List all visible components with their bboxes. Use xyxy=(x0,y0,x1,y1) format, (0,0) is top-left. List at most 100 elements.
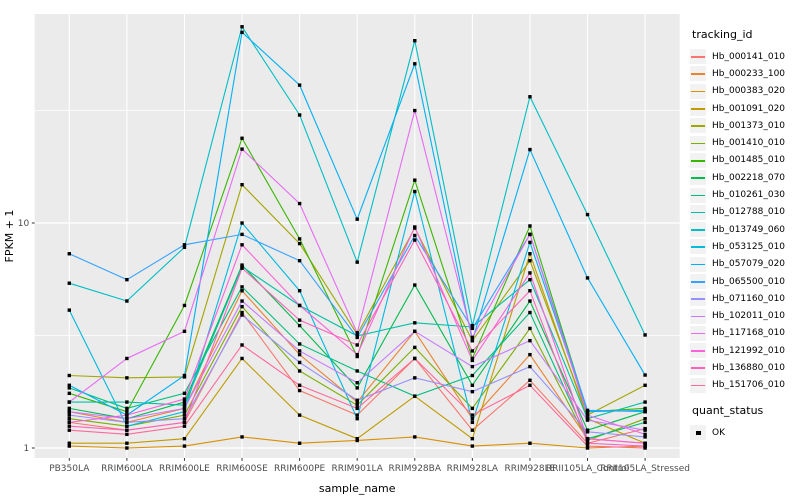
legend-item-label: Hb_001091_020 xyxy=(712,103,786,114)
data-point xyxy=(528,224,532,228)
data-point xyxy=(528,277,532,282)
data-point xyxy=(240,313,244,317)
data-point xyxy=(67,424,71,428)
data-point xyxy=(297,241,302,246)
legend-key-line-icon xyxy=(690,377,706,393)
data-point xyxy=(585,430,590,434)
legend-key-line-icon xyxy=(690,66,706,82)
legend-key-line-icon xyxy=(690,83,706,99)
series-color-line xyxy=(691,177,705,179)
legend-key-line-icon xyxy=(690,118,706,134)
data-point xyxy=(528,232,532,237)
data-point xyxy=(182,303,187,308)
data-point xyxy=(643,333,647,337)
data-point xyxy=(355,369,359,373)
data-point xyxy=(67,441,71,445)
legend-item-Hb_071160_010: Hb_071160_010 xyxy=(690,290,800,307)
data-point xyxy=(355,436,359,441)
legend-item-Hb_012788_010: Hb_012788_010 xyxy=(690,204,800,221)
legend-item-label: Hb_001373_010 xyxy=(712,120,786,131)
y-axis-title: FPKM + 1 xyxy=(3,210,16,263)
data-point xyxy=(470,406,475,411)
legend-key-line-icon xyxy=(690,101,706,117)
legend-key-line-icon xyxy=(690,291,706,307)
data-point xyxy=(182,413,187,417)
data-point xyxy=(182,424,187,428)
data-point xyxy=(528,95,532,99)
data-point xyxy=(528,147,532,152)
series-color-line xyxy=(691,367,705,370)
x-tick-label: RRII105LA_Stressed xyxy=(600,464,690,474)
data-point xyxy=(470,326,475,331)
legend-item-label: Hb_000383_020 xyxy=(712,86,786,97)
data-point xyxy=(413,345,417,350)
data-point xyxy=(355,400,359,404)
legend-item-label: Hb_001485_010 xyxy=(712,155,786,166)
data-point xyxy=(240,30,244,34)
series-color-line xyxy=(691,211,705,214)
data-point xyxy=(67,409,71,414)
data-point xyxy=(643,383,647,387)
data-point xyxy=(355,381,359,385)
data-point xyxy=(355,352,359,357)
data-point xyxy=(182,420,187,425)
legend-item-Hb_001410_010: Hb_001410_010 xyxy=(690,134,800,151)
data-point xyxy=(528,383,532,387)
series-color-line xyxy=(691,263,705,266)
y-tick-label: 1 xyxy=(23,444,29,454)
data-point xyxy=(355,403,359,407)
data-point xyxy=(67,420,71,425)
data-point xyxy=(297,113,302,117)
series-color-line xyxy=(691,384,705,387)
legend-key-line-icon xyxy=(690,222,706,238)
data-point xyxy=(528,326,532,331)
data-point xyxy=(297,383,302,387)
x-tick-label: RRIM928LE xyxy=(505,464,556,474)
data-point xyxy=(182,436,187,441)
legend-item-Hb_121992_010: Hb_121992_010 xyxy=(690,342,800,359)
data-point xyxy=(585,408,590,413)
data-point xyxy=(297,352,302,357)
data-point xyxy=(297,318,302,322)
legend-key-line-icon xyxy=(690,274,706,289)
data-point xyxy=(297,289,302,293)
data-point xyxy=(643,446,647,450)
data-point xyxy=(240,232,244,237)
data-point xyxy=(67,281,71,285)
data-point xyxy=(125,446,129,450)
data-point xyxy=(470,420,475,425)
legend-item-Hb_117168_010: Hb_117168_010 xyxy=(690,325,800,342)
legend-item-Hb_102011_010: Hb_102011_010 xyxy=(690,307,800,324)
data-point xyxy=(643,406,647,411)
data-point xyxy=(125,299,129,303)
data-point xyxy=(528,240,532,245)
data-point xyxy=(125,400,129,404)
legend-tracking-items: Hb_000141_010 Hb_000233_100 Hb_000383_020 H… xyxy=(690,48,800,394)
x-tick-label: RRIM928LA xyxy=(447,464,499,474)
legend-item-label: Hb_136880_010 xyxy=(712,362,786,373)
data-point xyxy=(240,266,244,270)
x-tick-label: RRIM600PE xyxy=(274,464,326,474)
data-point xyxy=(125,277,129,282)
data-point xyxy=(643,409,647,414)
data-point xyxy=(125,420,129,425)
data-point xyxy=(470,373,475,378)
legend-item-label: Hb_151706_010 xyxy=(712,380,786,391)
black-square-point-icon xyxy=(696,430,701,436)
data-point xyxy=(643,373,647,377)
data-point xyxy=(67,252,71,256)
data-point xyxy=(125,376,129,380)
data-point xyxy=(355,416,359,421)
data-point xyxy=(182,416,187,421)
data-point xyxy=(585,413,590,417)
data-point xyxy=(528,271,532,275)
data-point xyxy=(413,329,417,334)
legend-item-label: Hb_002218_070 xyxy=(712,172,786,183)
data-point xyxy=(413,283,417,287)
data-point xyxy=(355,438,359,443)
data-point xyxy=(240,289,244,293)
data-point xyxy=(240,147,244,151)
data-point xyxy=(470,335,475,340)
